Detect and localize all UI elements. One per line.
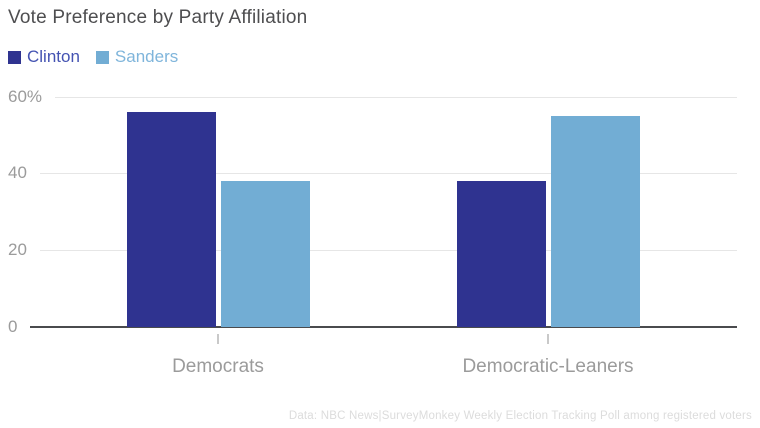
y-axis-label: 20	[8, 239, 27, 259]
gridline-row-60: 60%	[8, 88, 737, 105]
y-axis-label: 0	[8, 316, 18, 336]
legend: Clinton Sanders	[8, 47, 178, 67]
y-axis-label: 60%	[8, 86, 43, 106]
x-tick	[547, 334, 549, 344]
footer-source-note: Data: NBC News|SurveyMonkey Weekly Elect…	[288, 410, 752, 422]
category-label-democratic-leaners: Democratic-Leaners	[462, 356, 634, 377]
legend-label: Clinton	[27, 47, 80, 66]
bars-layer	[57, 97, 737, 327]
page-title: Vote Preference by Party Affiliation	[8, 7, 308, 28]
gridline	[55, 96, 737, 98]
bar-clinton-democrats	[126, 112, 216, 327]
gridline	[39, 173, 737, 175]
legend-swatch-clinton	[8, 50, 21, 64]
legend-item-sanders: Sanders	[95, 47, 179, 67]
gridline-row-40: 40	[8, 164, 737, 181]
gridline-row-0: 0	[8, 318, 737, 335]
x-axis-line	[30, 326, 737, 328]
y-axis-label: 40	[8, 163, 27, 183]
legend-item-clinton: Clinton	[8, 47, 80, 67]
bar-sanders-democrats	[220, 181, 310, 327]
legend-label: Sanders	[114, 47, 179, 66]
bar-clinton-democratic-leaners	[456, 181, 546, 327]
legend-swatch-sanders	[95, 50, 109, 64]
gridline-row-20: 20	[8, 241, 737, 258]
category-label-democrats: Democrats	[172, 356, 264, 377]
x-tick	[217, 334, 219, 344]
gridline	[39, 249, 737, 251]
bar-sanders-democratic-leaners	[550, 116, 640, 327]
